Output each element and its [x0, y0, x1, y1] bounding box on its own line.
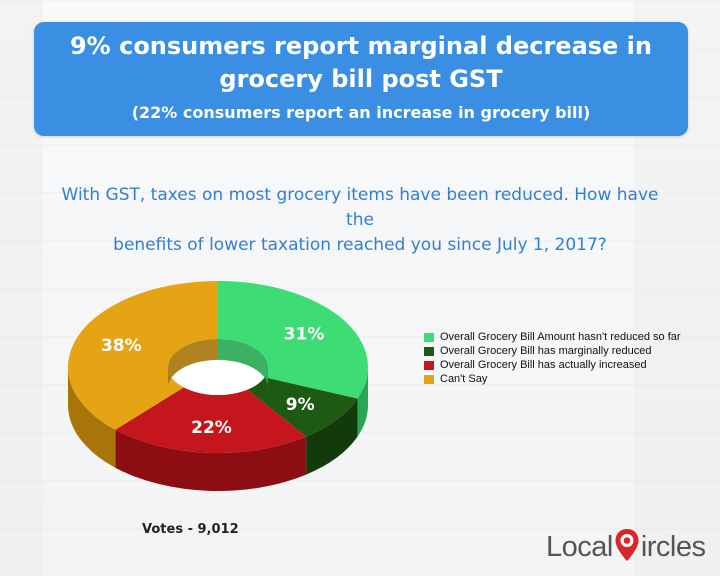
legend-item-1: Overall Grocery Bill Amount hasn't reduc…	[424, 330, 681, 344]
question-line-1: With GST, taxes on most grocery items ha…	[61, 185, 659, 230]
slice-side-1	[357, 367, 368, 437]
data-label-2: 9%	[286, 395, 315, 415]
header-banner: 9% consumers report marginal decrease in…	[34, 22, 688, 136]
logo-text-ircles: ircles	[640, 531, 706, 563]
question-line-2: benefits of lower taxation reached you s…	[113, 235, 607, 255]
logo-text-local: Local	[546, 531, 613, 563]
votes-count: Votes - 9,012	[142, 522, 239, 537]
slice-side-4	[68, 367, 116, 468]
donut-chart: 31% 9% 22% 38%	[68, 281, 368, 491]
legend-label-4: Can't Say	[440, 373, 488, 385]
localcircles-logo: Local ircles	[546, 522, 706, 564]
legend-swatch-4	[424, 374, 434, 384]
legend-item-2: Overall Grocery Bill has marginally redu…	[424, 344, 681, 358]
title-line-1: 9% consumers report marginal decrease in	[69, 32, 652, 60]
slice-side-2	[306, 398, 358, 475]
legend-swatch-3	[424, 360, 434, 370]
legend-item-3: Overall Grocery Bill has actually increa…	[424, 358, 681, 372]
slice-1	[218, 281, 368, 399]
location-pin-icon	[615, 529, 639, 561]
slice-4	[68, 281, 218, 430]
slice-3	[115, 387, 307, 453]
legend-swatch-1	[424, 332, 434, 342]
legend-swatch-2	[424, 346, 434, 356]
data-label-1: 31%	[284, 324, 325, 344]
slice-2	[247, 377, 358, 437]
title-line-2: grocery bill post GST	[219, 65, 503, 93]
legend-label-1: Overall Grocery Bill Amount hasn't reduc…	[440, 331, 681, 343]
slice-side-3	[115, 429, 307, 491]
legend-item-4: Can't Say	[424, 372, 681, 386]
page-subtitle: (22% consumers report an increase in gro…	[131, 103, 591, 122]
survey-question: With GST, taxes on most grocery items ha…	[50, 183, 670, 258]
legend-label-3: Overall Grocery Bill has actually increa…	[440, 359, 647, 371]
chart-legend: Overall Grocery Bill Amount hasn't reduc…	[424, 330, 681, 386]
data-label-4: 38%	[101, 336, 142, 356]
page-title: 9% consumers report marginal decrease in…	[34, 22, 688, 96]
legend-label-2: Overall Grocery Bill has marginally redu…	[440, 345, 652, 357]
slice-inner-wall-4	[168, 339, 218, 388]
data-label-3: 22%	[191, 418, 232, 438]
slice-inner-wall-1	[218, 339, 268, 388]
